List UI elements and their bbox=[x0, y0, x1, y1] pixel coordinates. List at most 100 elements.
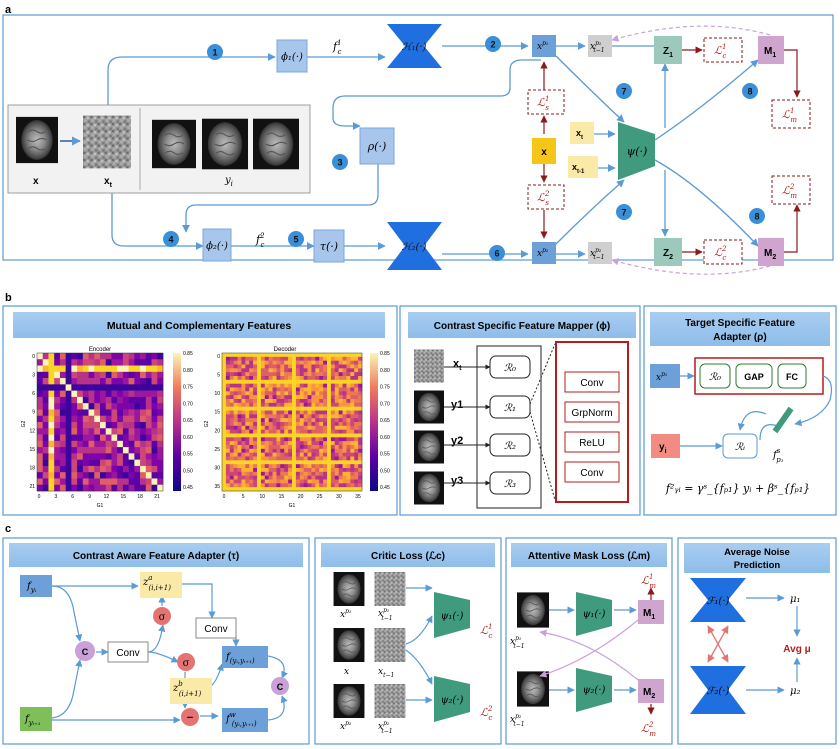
heatmap-cell bbox=[253, 379, 258, 384]
heatmap-cell bbox=[105, 459, 112, 467]
heatmap-cell bbox=[54, 484, 61, 492]
heatmap-cell bbox=[249, 410, 254, 415]
heatmap-cell bbox=[346, 456, 351, 461]
img-yi-label: yi bbox=[224, 175, 233, 188]
heatmap-cell bbox=[272, 353, 277, 358]
heatmap-cell bbox=[257, 418, 262, 423]
step-markers: 1 2 3 4 5 6 7 7 8 8 bbox=[163, 36, 765, 261]
heatmap-cell bbox=[276, 406, 281, 411]
heatmap-cell bbox=[77, 390, 84, 398]
heatmap-cell bbox=[222, 445, 227, 450]
heatmap-cell bbox=[264, 391, 269, 396]
heatmap-cell bbox=[295, 395, 301, 400]
heatmap-cell bbox=[268, 399, 273, 404]
heatmap-cell bbox=[140, 371, 147, 379]
heatmap-cell bbox=[358, 464, 363, 469]
heatmap-cell bbox=[288, 483, 293, 488]
heatmap-cell bbox=[288, 425, 293, 430]
noise-avg: Avg μ bbox=[783, 644, 810, 655]
heatmap-cell bbox=[295, 368, 301, 373]
heatmap-cell bbox=[292, 391, 297, 396]
heatmap-cell bbox=[299, 410, 304, 415]
heatmap-cell bbox=[264, 406, 269, 411]
heatmap-cell bbox=[257, 376, 262, 381]
heatmap-cell bbox=[260, 387, 266, 392]
heatmap-cell bbox=[222, 433, 227, 438]
heatmap-cell bbox=[350, 429, 355, 434]
heatmap-cell bbox=[299, 437, 304, 442]
heatmap-cell bbox=[338, 425, 343, 430]
heatmap-cell bbox=[117, 453, 124, 460]
tick-label: 0.70 bbox=[183, 401, 193, 407]
heatmap-cell bbox=[140, 478, 147, 486]
heatmap-cell bbox=[94, 403, 101, 410]
heatmap-cell bbox=[225, 402, 231, 407]
heatmap-cell bbox=[48, 365, 55, 373]
heatmap-cell bbox=[157, 390, 164, 398]
heatmap-cell bbox=[48, 484, 55, 492]
heatmap-cell bbox=[288, 387, 293, 392]
heatmap-cell bbox=[276, 437, 281, 442]
heatmap-cell bbox=[334, 410, 339, 415]
heatmap-cell bbox=[292, 448, 297, 453]
heatmap-cell bbox=[225, 353, 231, 358]
heatmap-cell bbox=[145, 478, 152, 486]
heatmap-cell bbox=[299, 456, 304, 461]
heatmap-cell bbox=[330, 414, 336, 419]
heatmap-cell bbox=[249, 379, 254, 384]
z2-node: Z2 bbox=[654, 238, 682, 266]
heatmap-cell bbox=[272, 445, 277, 450]
heatmap-cell bbox=[105, 422, 112, 429]
heatmap-cell bbox=[257, 487, 262, 492]
heatmap-cell bbox=[288, 364, 293, 369]
heatmap-cell bbox=[284, 360, 289, 365]
heatmap-cell bbox=[315, 356, 320, 361]
heatmap-cell bbox=[245, 395, 250, 400]
heatmap-cell bbox=[330, 425, 336, 430]
heatmap-cell bbox=[299, 383, 304, 388]
heatmap-cell bbox=[59, 403, 66, 410]
heatmap-cell bbox=[257, 410, 262, 415]
heatmap-cell bbox=[140, 484, 147, 492]
heatmap-cell bbox=[225, 429, 231, 434]
heatmap-cell bbox=[319, 464, 324, 469]
heatmap-cell bbox=[237, 376, 242, 381]
noise-title-line1: Average Noise bbox=[724, 547, 790, 558]
heatmap-cell bbox=[257, 464, 262, 469]
heatmap-cell bbox=[276, 402, 281, 407]
heatmap-cell bbox=[323, 460, 328, 465]
heatmap-cell bbox=[342, 391, 347, 396]
heatmap-cell bbox=[54, 415, 61, 423]
heatmap-cell bbox=[299, 483, 304, 488]
heatmap-cell bbox=[315, 399, 320, 404]
heatmap-cell bbox=[151, 390, 158, 398]
heatmap-cell bbox=[229, 479, 234, 484]
heatmap-cell bbox=[292, 437, 297, 442]
heatmap-cell bbox=[295, 441, 301, 446]
heatmap-cell bbox=[82, 409, 89, 417]
heatmap-cell bbox=[48, 409, 55, 417]
heatmap-cell bbox=[346, 479, 351, 484]
heatmap-cell bbox=[272, 376, 277, 381]
critic-lc1-label: ℒ1 c bbox=[480, 623, 492, 640]
heatmap-cell bbox=[327, 372, 332, 377]
heatmap-cell bbox=[354, 448, 359, 453]
heatmap-cell bbox=[151, 396, 158, 404]
heatmap-cell bbox=[151, 422, 158, 429]
mapper-inputs: xt y1 y2 y3 bbox=[414, 349, 463, 505]
heatmap-cell bbox=[342, 395, 347, 400]
heatmap-cell bbox=[330, 452, 336, 457]
heatmap-cell bbox=[111, 365, 118, 373]
heatmap-cell bbox=[111, 396, 118, 404]
heatmap-cell bbox=[82, 390, 89, 398]
heatmap-cell bbox=[358, 372, 363, 377]
heatmap-cell bbox=[295, 379, 301, 384]
heatmap-cell bbox=[222, 360, 227, 365]
heatmap-cell bbox=[225, 475, 231, 480]
heatmap-cell bbox=[42, 384, 49, 391]
heatmap-cell bbox=[272, 429, 277, 434]
heatmap-cell bbox=[48, 384, 55, 391]
heatmap-cell bbox=[82, 459, 89, 467]
heatmap-cell bbox=[128, 365, 135, 373]
heatmap-cell bbox=[249, 445, 254, 450]
